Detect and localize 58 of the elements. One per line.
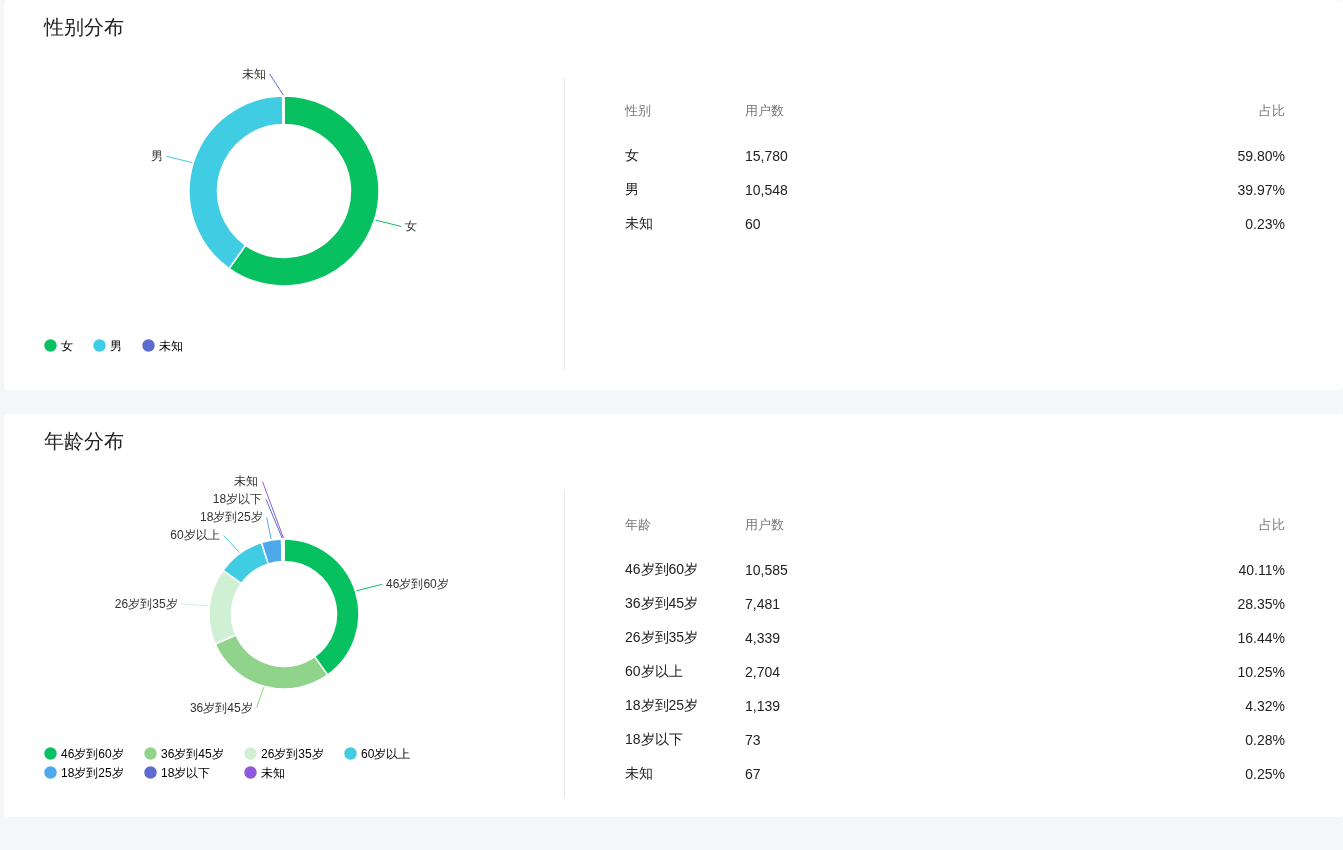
text: 28.35% — [1236, 595, 1285, 614]
text: 36岁到45岁 — [625, 594, 700, 613]
slice-label: 未知 — [234, 474, 259, 489]
text: 67 — [745, 765, 762, 784]
text: 10,585 — [745, 561, 789, 580]
text: 59.80% — [1236, 147, 1285, 166]
text: 18岁以下 — [625, 730, 684, 749]
text: 年龄 — [625, 516, 652, 534]
text: 性别 — [625, 102, 652, 120]
text: 16.44% — [1236, 629, 1285, 648]
text: 0.25% — [1244, 765, 1285, 784]
text: 2,704 — [745, 663, 782, 682]
text: 26岁到35岁 — [625, 628, 700, 647]
legend-label: 18岁以下 — [161, 765, 211, 780]
slice-label: 未知 — [241, 67, 266, 81]
text: 4,339 — [745, 629, 782, 648]
legend-label: 36岁到45岁 — [161, 746, 224, 761]
text: 18岁到25岁 — [625, 696, 700, 715]
text: 未知 — [625, 764, 654, 783]
slice-label: 60岁以上 — [170, 528, 220, 543]
chart-title: 年龄分布 — [44, 429, 125, 454]
text: 女 — [625, 146, 640, 165]
text: 7,481 — [745, 595, 782, 614]
slice-label: 18岁到25岁 — [199, 510, 263, 525]
text: 4.32% — [1244, 697, 1285, 716]
text: 60 — [745, 215, 762, 234]
text: 占比 — [1258, 102, 1285, 120]
chart-title: 性别分布 — [44, 15, 125, 40]
slice-label: 36岁到45岁 — [189, 700, 253, 715]
legend-label: 未知 — [261, 765, 285, 780]
text: 男 — [625, 180, 640, 199]
text: 用户数 — [745, 516, 785, 534]
legend-label: 60岁以上 — [361, 746, 411, 761]
text: 未知 — [625, 214, 654, 233]
text: 73 — [745, 731, 762, 750]
slice-label: 18岁以下 — [212, 492, 263, 507]
text: 0.28% — [1244, 731, 1285, 750]
legend-label: 46岁到60岁 — [61, 746, 124, 761]
text: 46岁到60岁 — [625, 560, 700, 579]
text: 0.23% — [1244, 215, 1285, 234]
legend-label: 18岁到25岁 — [61, 765, 124, 780]
text: 39.97% — [1236, 181, 1285, 200]
slice-label: 26岁到35岁 — [114, 596, 178, 611]
text: 10.25% — [1236, 663, 1285, 682]
legend-label: 26岁到35岁 — [261, 746, 324, 761]
text: 10,548 — [745, 181, 789, 200]
text: 用户数 — [745, 102, 785, 120]
slice-label: 46岁到60岁 — [386, 577, 449, 592]
legend-label: 女 — [61, 338, 73, 353]
text: 60岁以上 — [625, 662, 684, 681]
text: 占比 — [1258, 516, 1285, 534]
legend-label: 男 — [110, 338, 122, 353]
text: 1,139 — [745, 697, 782, 716]
text: 15,780 — [745, 147, 789, 166]
legend-label: 未知 — [159, 338, 183, 353]
slice-label: 男 — [150, 149, 163, 164]
text: 40.11% — [1237, 561, 1285, 580]
slice-label: 女 — [405, 219, 418, 234]
